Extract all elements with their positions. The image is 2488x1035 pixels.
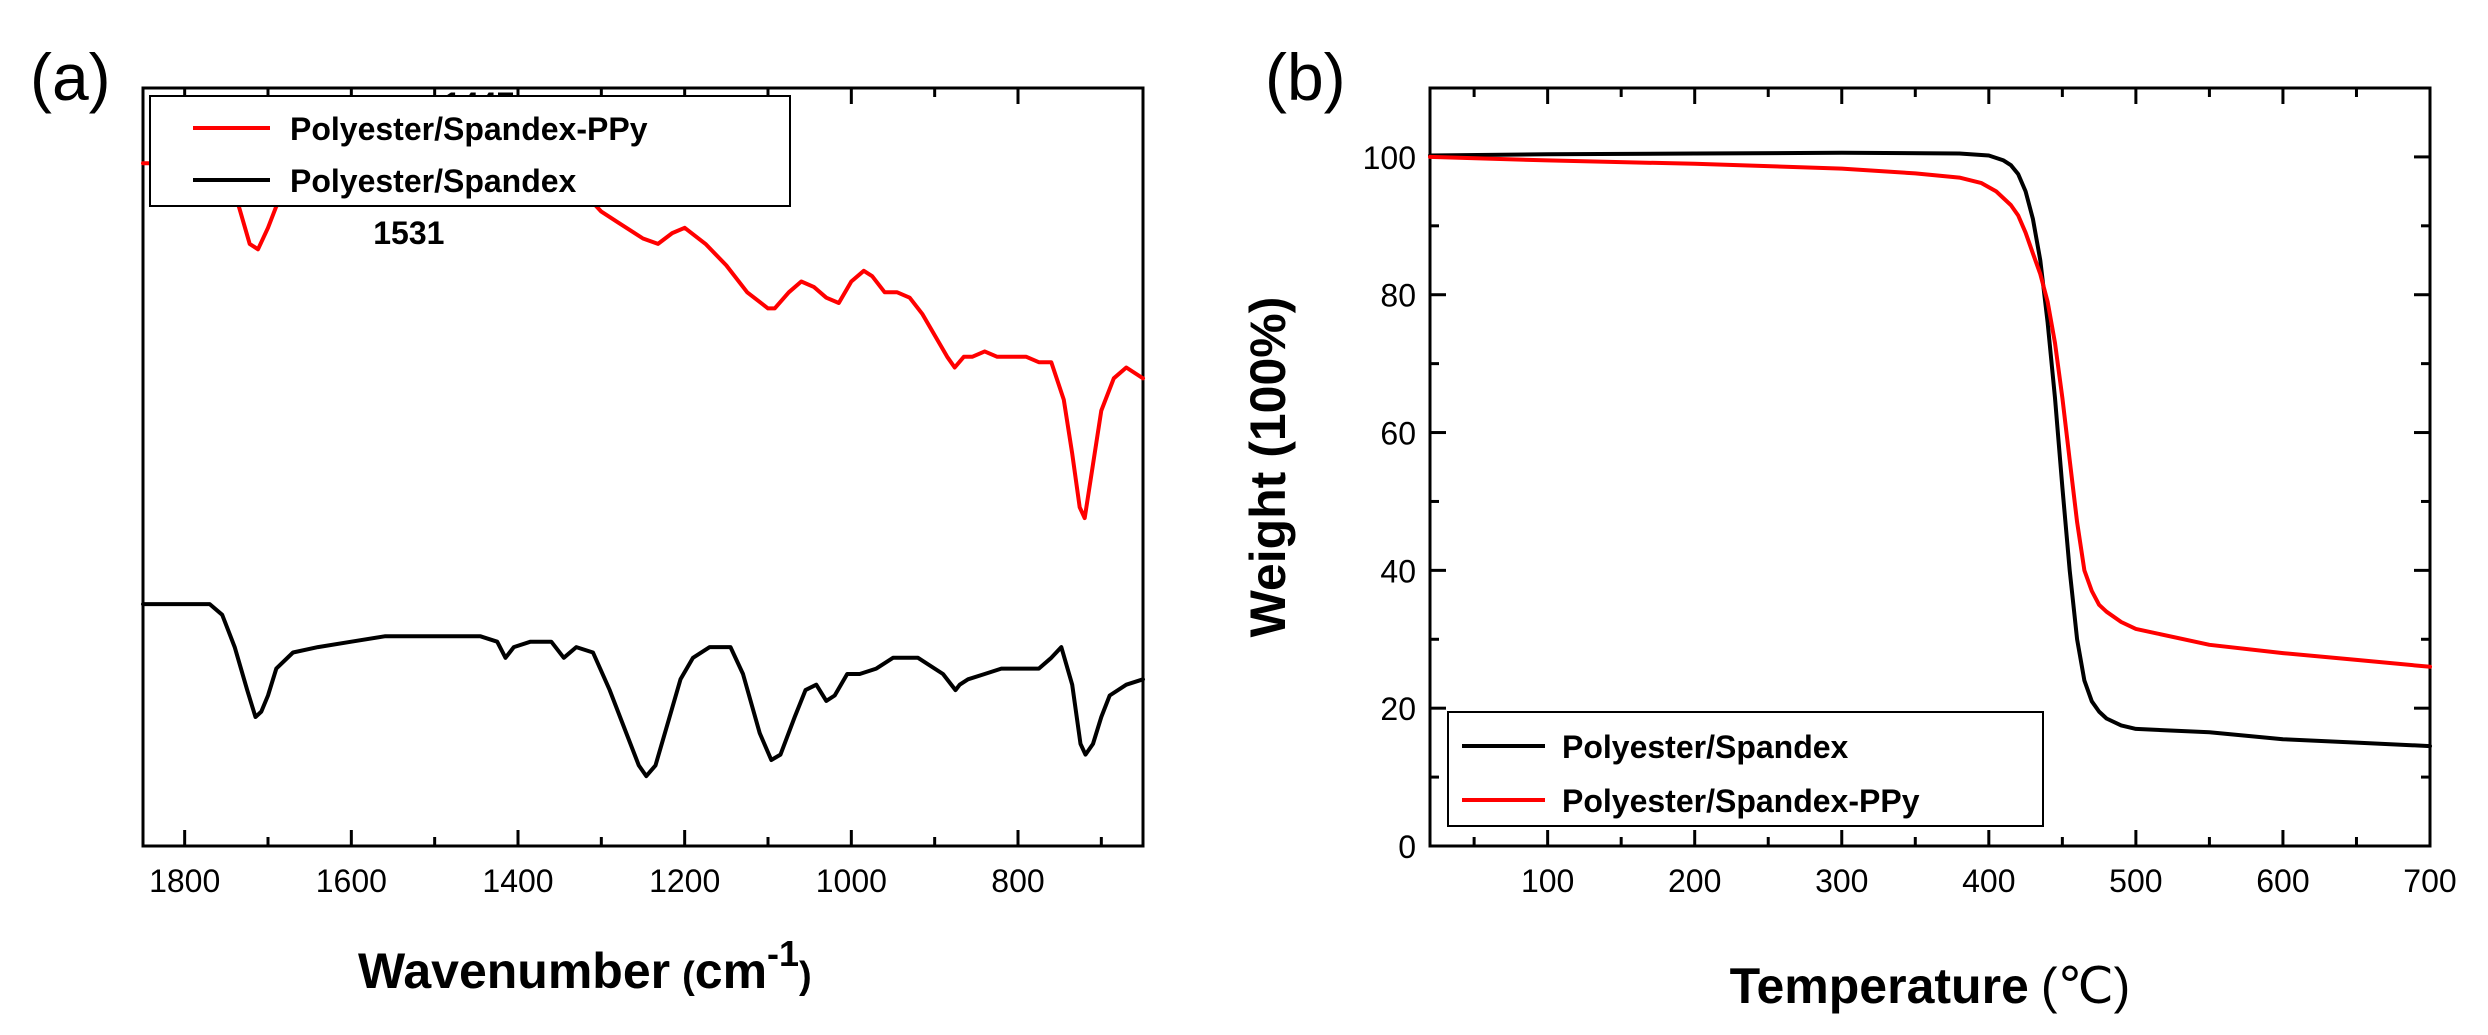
panel-b-series-1-line	[1428, 154, 2432, 669]
panel-b-x-axis-title: Temperature (℃)	[1730, 958, 2131, 1014]
legend-a-label-ppy: Polyester/Spandex-PPy	[290, 111, 648, 147]
panel-a-x-tick-label: 1200	[649, 863, 720, 899]
panel-a-x-tick-label: 800	[991, 863, 1044, 899]
panel-b-x-tick-label: 400	[1962, 863, 2015, 899]
panel-a-x-tick-label: 1600	[316, 863, 387, 899]
panel-b-x-axis-word: Temperature	[1730, 958, 2029, 1014]
panel-b-curves	[1428, 150, 2432, 749]
panel-a-x-tick-label: 1800	[149, 863, 220, 899]
panel-b-y-tick-label: 80	[1380, 278, 1416, 314]
panel-b-y-tick-label: 40	[1380, 553, 1416, 589]
legend-a-label-plain: Polyester/Spandex	[290, 163, 577, 199]
legend-b-label-ppy: Polyester/Spandex-PPy	[1562, 783, 1920, 819]
panel-b-legend-box	[1447, 711, 2044, 827]
panel-b-y-tick-label: 20	[1380, 691, 1416, 727]
panel-a-plot-frame	[141, 86, 1145, 848]
panel-a-x-axis-paren-open: (	[682, 955, 695, 997]
panel-a-x-tick-label: 1400	[482, 863, 553, 899]
panel-b-plot-frame	[1428, 86, 2432, 848]
panel-b-x-axis-paren-close: )	[2114, 958, 2131, 1014]
panel-a-x-ticks: 1800 1600 1400 1200 1000 800	[149, 88, 1103, 899]
panel-a-label: (a)	[30, 40, 111, 114]
panel-b-y-axis-title: Weight (100%)	[1240, 297, 1296, 638]
panel-a-x-axis-unit: cm	[695, 943, 767, 999]
panel-b-x-tick-label: 200	[1668, 863, 1721, 899]
panel-a-x-axis-word: Wavenumber	[358, 943, 670, 999]
panel-b-y-tick-label: 100	[1363, 140, 1416, 176]
panel-a-x-axis-unit-exp: -1	[767, 933, 799, 974]
panel-b-x-axis-paren-open: (	[2041, 958, 2058, 1014]
panel-b-y-tick-label: 60	[1380, 416, 1416, 452]
panel-a-legend: Polyester/Spandex-PPy Polyester/Spandex	[149, 95, 791, 207]
panel-a-curves	[141, 155, 1145, 779]
panel-b-legend: Polyester/Spandex Polyester/Spandex-PPy	[1447, 711, 2044, 827]
panel-b-chart: (b) 100 200 300 400 500 600 700 0 20 40 60 80 100 Po…	[1240, 40, 2457, 1014]
panel-a-x-tick-label: 1000	[816, 863, 887, 899]
panel-b-x-axis-unit: ℃	[2058, 958, 2114, 1014]
panel-a-series-1-line	[141, 602, 1145, 779]
panel-a-series-0-line	[141, 155, 1145, 521]
legend-b-label-plain: Polyester/Spandex	[1562, 729, 1849, 765]
panel-a-x-axis-paren-close: )	[799, 955, 812, 997]
panel-b-x-tick-label: 500	[2109, 863, 2162, 899]
panel-b-y-tick-label: 0	[1398, 829, 1416, 865]
panel-b-series-0-line	[1428, 150, 2432, 749]
panel-b-x-tick-label: 600	[2256, 863, 2309, 899]
panel-b-label: (b)	[1265, 40, 1346, 114]
panel-b-x-tick-label: 300	[1815, 863, 1868, 899]
panel-a-annotation-1531: 1531	[373, 215, 444, 251]
panel-b-ticks: 100 200 300 400 500 600 700 0 20 40 60 80 100	[1363, 88, 2457, 899]
panel-a-x-axis-title: Wavenumber (cm-1)	[358, 933, 812, 999]
panel-b-x-tick-label: 100	[1521, 863, 1574, 899]
panel-b-x-tick-label: 700	[2403, 863, 2456, 899]
panel-a-legend-box	[149, 95, 791, 207]
